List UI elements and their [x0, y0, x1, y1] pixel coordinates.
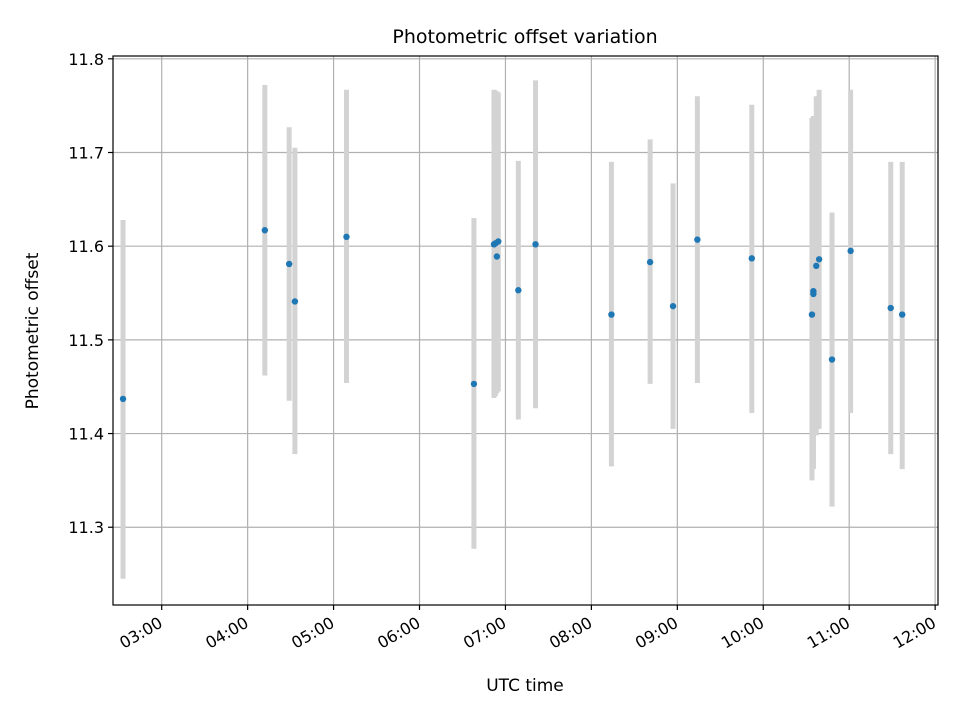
data-point	[646, 258, 654, 266]
y-tick-label: 11.6	[68, 237, 104, 256]
y-tick-label: 11.8	[68, 50, 104, 69]
y-tick-label: 11.5	[68, 331, 104, 350]
y-tick-label: 11.3	[68, 518, 104, 537]
data-point	[748, 255, 756, 262]
data-point	[285, 260, 293, 268]
data-point	[828, 356, 836, 363]
data-point	[669, 302, 677, 310]
data-point	[694, 236, 701, 243]
data-point	[898, 311, 906, 318]
plot-frame	[112, 55, 939, 606]
data-point	[608, 311, 615, 318]
y-axis-title: Photometric offset	[23, 252, 43, 409]
data-point	[515, 287, 522, 294]
data-point	[119, 395, 127, 403]
data-point	[493, 253, 501, 260]
data-point	[815, 256, 823, 263]
data-points	[119, 227, 906, 403]
x-axis-title: UTC time	[486, 676, 564, 696]
data-point	[343, 233, 350, 241]
data-point	[261, 227, 269, 234]
y-tick-label: 11.7	[68, 143, 104, 162]
data-point	[532, 241, 539, 248]
data-point	[495, 238, 502, 245]
data-point	[291, 298, 299, 305]
y-tick-label: 11.4	[68, 425, 104, 444]
chart-title: Photometric offset variation	[392, 26, 657, 48]
data-point	[847, 247, 854, 255]
data-point	[887, 304, 894, 312]
data-point	[808, 311, 816, 318]
data-point	[810, 290, 817, 298]
data-point	[470, 380, 478, 388]
data-point	[813, 262, 820, 270]
y-axis-ticks: 11.3 11.4 11.5 11.6 11.7 11.8	[68, 50, 113, 537]
